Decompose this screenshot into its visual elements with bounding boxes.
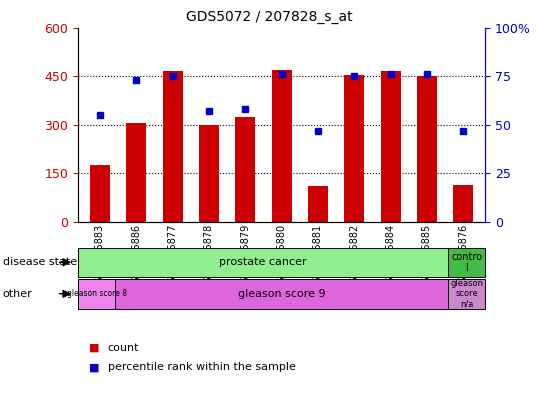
Text: other: other <box>3 289 32 299</box>
Text: count: count <box>108 343 139 353</box>
Bar <box>236 117 255 222</box>
Bar <box>453 185 473 222</box>
Bar <box>272 70 292 222</box>
Bar <box>115 279 448 309</box>
Text: gleason score 9: gleason score 9 <box>238 289 326 299</box>
Text: contro
l: contro l <box>451 252 482 273</box>
Bar <box>199 125 219 222</box>
Text: ■: ■ <box>89 362 99 373</box>
Text: GDS5072 / 207828_s_at: GDS5072 / 207828_s_at <box>186 10 353 24</box>
Text: prostate cancer: prostate cancer <box>219 257 307 267</box>
Bar <box>163 71 183 222</box>
Bar <box>308 186 328 222</box>
Bar <box>448 248 485 277</box>
Text: percentile rank within the sample: percentile rank within the sample <box>108 362 296 373</box>
Text: gleason score 8: gleason score 8 <box>67 289 127 298</box>
Bar <box>448 279 485 309</box>
Text: gleason
score
n/a: gleason score n/a <box>450 279 483 309</box>
Text: disease state: disease state <box>3 257 77 267</box>
Bar <box>381 71 400 222</box>
Bar <box>90 165 110 222</box>
Bar <box>344 75 364 222</box>
Bar <box>78 279 115 309</box>
Text: ■: ■ <box>89 343 99 353</box>
Bar <box>417 76 437 222</box>
Bar <box>126 123 146 222</box>
